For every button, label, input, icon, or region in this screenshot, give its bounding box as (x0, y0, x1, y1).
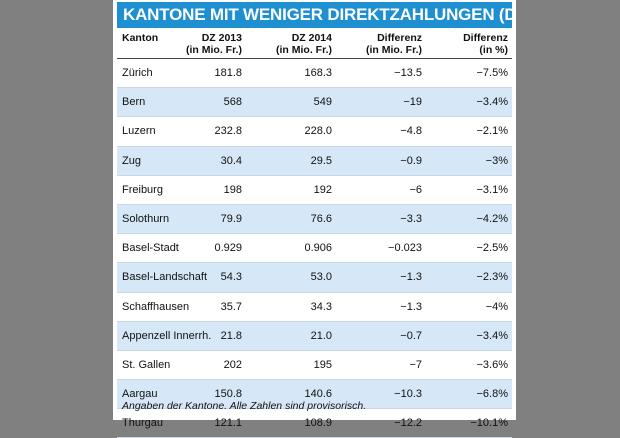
cell-kanton: Solothurn (122, 213, 169, 226)
cell-diff-mio: −10.3 (394, 388, 422, 401)
cell-dz2014: 192 (314, 184, 332, 197)
cell-diff-pct: −2.3% (477, 271, 509, 284)
table-header: Kanton DZ 2013 (in Mio. Fr.) DZ 2014 (in… (117, 29, 512, 59)
header-dz2013-line2: (in Mio. Fr.) (186, 44, 242, 56)
cell-kanton: Freiburg (122, 184, 163, 197)
cell-dz2013: 35.7 (221, 301, 242, 314)
header-diff-mio: Differenz (in Mio. Fr.) (366, 32, 422, 56)
cell-diff-mio: −12.2 (394, 417, 422, 430)
cell-diff-pct: −4.2% (477, 213, 509, 226)
cell-dz2014: 76.6 (311, 213, 332, 226)
cell-dz2014: 228.0 (304, 125, 332, 138)
cell-dz2013: 232.8 (214, 125, 242, 138)
cell-diff-pct: −3% (486, 155, 508, 168)
cell-diff-mio: −13.5 (394, 67, 422, 80)
header-dz2014: DZ 2014 (in Mio. Fr.) (276, 32, 332, 56)
header-diff-pct-line2: (in %) (463, 44, 508, 56)
cell-dz2013: 54.3 (221, 271, 242, 284)
cell-dz2013: 202 (224, 359, 242, 372)
cell-dz2014: 195 (314, 359, 332, 372)
header-diff-pct: Differenz (in %) (463, 32, 508, 56)
table-row: Luzern 232.8 228.0 −4.8 −2.1% (117, 117, 512, 146)
cell-dz2014: 21.0 (311, 330, 332, 343)
cell-diff-pct: −2.5% (477, 242, 509, 255)
cell-dz2014: 168.3 (304, 67, 332, 80)
table-body: Zürich 181.8 168.3 −13.5 −7.5% Bern 568 … (117, 59, 512, 438)
header-dz2013: DZ 2013 (in Mio. Fr.) (186, 32, 242, 56)
header-dz2013-line1: DZ 2013 (186, 32, 242, 44)
table-row: Appenzell Innerrh. 21.8 21.0 −0.7 −3.4% (117, 322, 512, 351)
header-kanton-label: Kanton (122, 32, 158, 44)
cell-kanton: Appenzell Innerrh. (122, 330, 211, 343)
cell-diff-pct: −3.4% (477, 96, 509, 109)
cell-diff-pct: −3.4% (477, 330, 509, 343)
cell-diff-pct: −6.8% (477, 388, 509, 401)
cell-kanton: Thurgau (122, 417, 163, 430)
cell-dz2013: 21.8 (221, 330, 242, 343)
cell-kanton: Luzern (122, 125, 156, 138)
cell-diff-mio: −6 (409, 184, 422, 197)
header-dz2014-line2: (in Mio. Fr.) (276, 44, 332, 56)
cell-diff-pct: −3.6% (477, 359, 509, 372)
cell-diff-pct: −10.1% (470, 417, 508, 430)
cell-dz2013: 0.929 (214, 242, 242, 255)
header-diff-mio-line2: (in Mio. Fr.) (366, 44, 422, 56)
cell-dz2013: 30.4 (221, 155, 242, 168)
table-card: KANTONE MIT WENIGER DIREKTZAHLUNGEN (DZ)… (113, 0, 516, 420)
cell-dz2014: 108.9 (304, 417, 332, 430)
header-diff-mio-line1: Differenz (366, 32, 422, 44)
cell-diff-pct: −3.1% (477, 184, 509, 197)
header-kanton: Kanton (122, 32, 158, 44)
cell-diff-mio: −0.7 (400, 330, 422, 343)
cell-diff-mio: −0.9 (400, 155, 422, 168)
table-row: Bern 568 549 −19 −3.4% (117, 88, 512, 117)
cell-dz2014: 549 (314, 96, 332, 109)
cell-dz2013: 181.8 (214, 67, 242, 80)
table-row: Thurgau 121.1 108.9 −12.2 −10.1% (117, 409, 512, 438)
cell-diff-mio: −7 (409, 359, 422, 372)
cell-diff-mio: −19 (403, 96, 422, 109)
cell-dz2014: 53.0 (311, 271, 332, 284)
cell-dz2014: 0.906 (304, 242, 332, 255)
table-row: Freiburg 198 192 −6 −3.1% (117, 176, 512, 205)
cell-kanton: St. Gallen (122, 359, 170, 372)
footnote: Angaben der Kantone. Alle Zahlen sind pr… (122, 400, 366, 412)
cell-dz2013: 121.1 (214, 417, 242, 430)
cell-diff-mio: −0.023 (388, 242, 422, 255)
cell-diff-mio: −4.8 (400, 125, 422, 138)
cell-diff-pct: −7.5% (477, 67, 509, 80)
cell-diff-mio: −1.3 (400, 271, 422, 284)
header-diff-pct-line1: Differenz (463, 32, 508, 44)
table-row: Basel-Stadt 0.929 0.906 −0.023 −2.5% (117, 234, 512, 263)
cell-diff-mio: −3.3 (400, 213, 422, 226)
cell-diff-pct: −2.1% (477, 125, 509, 138)
cell-dz2014: 34.3 (311, 301, 332, 314)
cell-dz2013: 568 (224, 96, 242, 109)
cell-diff-pct: −4% (486, 301, 508, 314)
table-title: KANTONE MIT WENIGER DIREKTZAHLUNGEN (DZ) (117, 2, 512, 28)
cell-dz2013: 198 (224, 184, 242, 197)
cell-kanton: Zürich (122, 67, 153, 80)
table-row: St. Gallen 202 195 −7 −3.6% (117, 351, 512, 380)
table-row: Zug 30.4 29.5 −0.9 −3% (117, 147, 512, 176)
cell-kanton: Schaffhausen (122, 301, 189, 314)
cell-dz2014: 29.5 (311, 155, 332, 168)
cell-kanton: Zug (122, 155, 141, 168)
table-row: Basel-Landschaft 54.3 53.0 −1.3 −2.3% (117, 263, 512, 292)
cell-dz2013: 79.9 (221, 213, 242, 226)
cell-kanton: Bern (122, 96, 145, 109)
cell-kanton: Basel-Stadt (122, 242, 179, 255)
cell-diff-mio: −1.3 (400, 301, 422, 314)
table-row: Solothurn 79.9 76.6 −3.3 −4.2% (117, 205, 512, 234)
cell-kanton: Basel-Landschaft (122, 271, 207, 284)
table-row: Zürich 181.8 168.3 −13.5 −7.5% (117, 59, 512, 88)
header-dz2014-line1: DZ 2014 (276, 32, 332, 44)
table-row: Schaffhausen 35.7 34.3 −1.3 −4% (117, 293, 512, 322)
